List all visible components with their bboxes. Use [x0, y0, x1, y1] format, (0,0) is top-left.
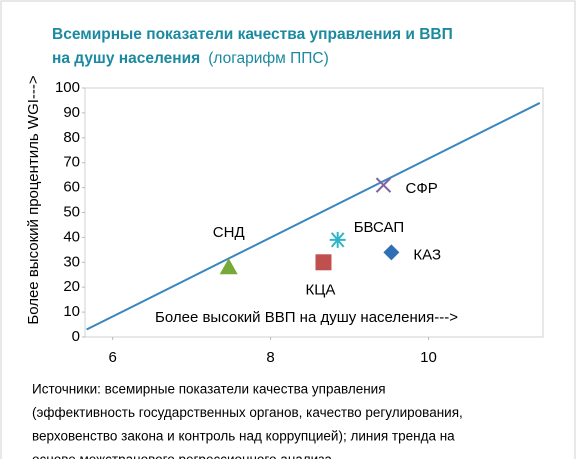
trend-line	[86, 102, 541, 331]
source-line: Источники: всемирные показатели качества…	[32, 382, 386, 397]
chart-title: Всемирные показатели качества управления…	[52, 26, 453, 43]
y-tick-label: 100	[55, 79, 80, 96]
y-tick-label: 40	[63, 228, 80, 245]
y-tick-label: 80	[63, 129, 80, 146]
source-line: (эффективность государственных органов, …	[32, 405, 463, 420]
subtitle: (логарифм ППС)	[208, 50, 329, 67]
point	[329, 231, 346, 248]
plot-area	[84, 87, 544, 338]
point-label: СНД	[213, 224, 245, 241]
point-label: СФР	[405, 180, 437, 197]
y-axis-label: Более высокий процентиль WGI--->	[25, 75, 42, 325]
x-tick-label: 8	[266, 349, 274, 366]
y-tick-label: 30	[63, 253, 80, 270]
source-line: основе межстранового регрессионного анал…	[32, 452, 332, 459]
chart-title-line2: на душу населения (логарифм ППС)	[52, 50, 329, 67]
title-line2: на душу населения	[52, 50, 200, 67]
point	[375, 177, 392, 193]
y-tick-label: 10	[63, 303, 80, 320]
x-annotation: Более высокий ВВП на душу населения--->	[155, 309, 458, 326]
y-tick-label: 70	[63, 154, 80, 171]
x-tick-label: 6	[108, 349, 116, 366]
y-tick-label: 50	[63, 203, 80, 220]
y-tick-label: 90	[63, 104, 80, 121]
x-tick-label: 10	[420, 349, 437, 366]
point-label: КАЗ	[413, 246, 441, 263]
point	[383, 244, 400, 261]
y-tick-label: 60	[63, 179, 80, 196]
source-line: верховенство закона и контроль над корру…	[32, 429, 455, 444]
y-tick-label: 0	[72, 328, 80, 345]
point-label: КЦА	[306, 281, 336, 298]
point-label: БВСАП	[354, 219, 404, 236]
point	[219, 258, 238, 275]
y-tick-label: 20	[63, 278, 80, 295]
point	[315, 254, 332, 271]
